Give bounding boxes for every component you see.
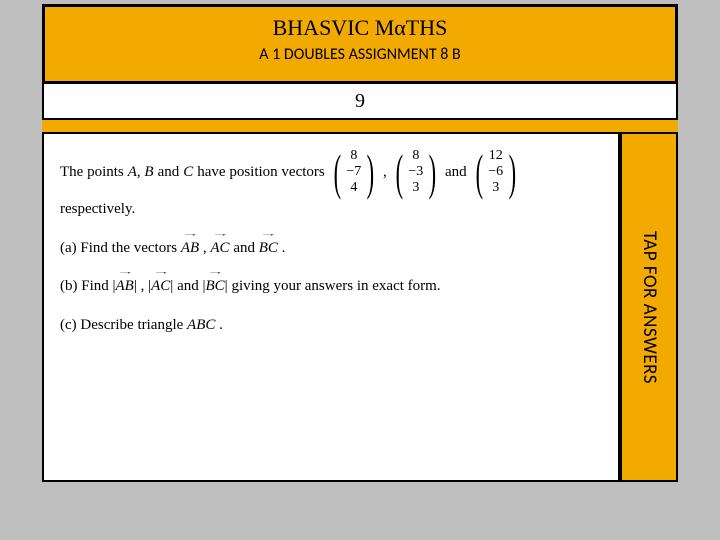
question-content: The points A, B and C have position vect… [42, 132, 620, 482]
bar-r: | [134, 278, 137, 294]
part-a: (a) Find the vectors AB , AC and BC . [60, 237, 602, 260]
vecC-r1: 12 [489, 148, 503, 164]
vecC-r2: −6 [488, 164, 503, 180]
vecB-r1: 8 [412, 148, 419, 164]
part-b: (b) Find |AB| , |AC| and |BC| giving you… [60, 275, 602, 298]
vecB-r3: 3 [412, 180, 419, 196]
answers-tab-label: TAP FOR ANSWERS [638, 231, 661, 384]
header: BHASVIC MαTHS A 1 DOUBLES ASSIGNMENT 8 B [42, 4, 678, 84]
page-title: BHASVIC MαTHS [45, 7, 675, 41]
answers-tab[interactable]: TAP FOR ANSWERS [620, 132, 678, 482]
part-b-c2: and [177, 278, 202, 294]
sep2: and [445, 161, 467, 184]
mag-ac: AC [151, 275, 170, 298]
slide: BHASVIC MαTHS A 1 DOUBLES ASSIGNMENT 8 B… [42, 4, 678, 482]
triangle-abc: ABC [187, 317, 215, 333]
part-b-c1: , [141, 278, 149, 294]
intro-and: and [158, 161, 180, 184]
vecB-r2: −3 [408, 164, 423, 180]
paren-right-icon: ) [509, 152, 516, 192]
vecA-r3: 4 [350, 180, 357, 196]
respectively: respectively. [60, 198, 602, 221]
paren-left-icon: ( [475, 152, 482, 192]
intro-text: The points [60, 161, 124, 184]
vecA-r2: −7 [346, 164, 361, 180]
paren-left-icon: ( [395, 152, 402, 192]
paren-right-icon: ) [367, 152, 374, 192]
vecC-r3: 3 [492, 180, 499, 196]
vecA-r1: 8 [350, 148, 357, 164]
part-c-end: . [219, 317, 223, 333]
part-c: (c) Describe triangle ABC . [60, 314, 602, 337]
vec-ac: AC [210, 237, 229, 260]
part-c-pre: (c) Describe triangle [60, 317, 187, 333]
intro-line: The points A, B and C have position vect… [60, 148, 602, 196]
vector-c: ( 12 −6 3 ) [471, 148, 521, 196]
bar-r: | [170, 278, 173, 294]
part-a-end: . [282, 240, 286, 256]
bar-r: | [225, 278, 228, 294]
mag-ab: AB [116, 275, 134, 298]
points-ab: A, B [128, 161, 154, 184]
paren-left-icon: ( [333, 152, 340, 192]
vector-a: ( 8 −7 4 ) [329, 148, 379, 196]
point-c: C [183, 161, 193, 184]
part-a-c2: and [233, 240, 258, 256]
mag-bc: BC [206, 275, 225, 298]
intro-tail: have position vectors [197, 161, 324, 184]
sep1: , [383, 161, 387, 184]
vector-b: ( 8 −3 3 ) [391, 148, 441, 196]
vec-ab: AB [181, 237, 199, 260]
paren-right-icon: ) [429, 152, 436, 192]
part-b-end: giving your answers in exact form. [231, 278, 440, 294]
page-subtitle: A 1 DOUBLES ASSIGNMENT 8 B [45, 41, 675, 64]
part-b-pre: (b) Find [60, 278, 113, 294]
question-number: 9 [42, 84, 678, 120]
part-a-pre: (a) Find the vectors [60, 240, 181, 256]
vec-bc: BC [259, 237, 278, 260]
